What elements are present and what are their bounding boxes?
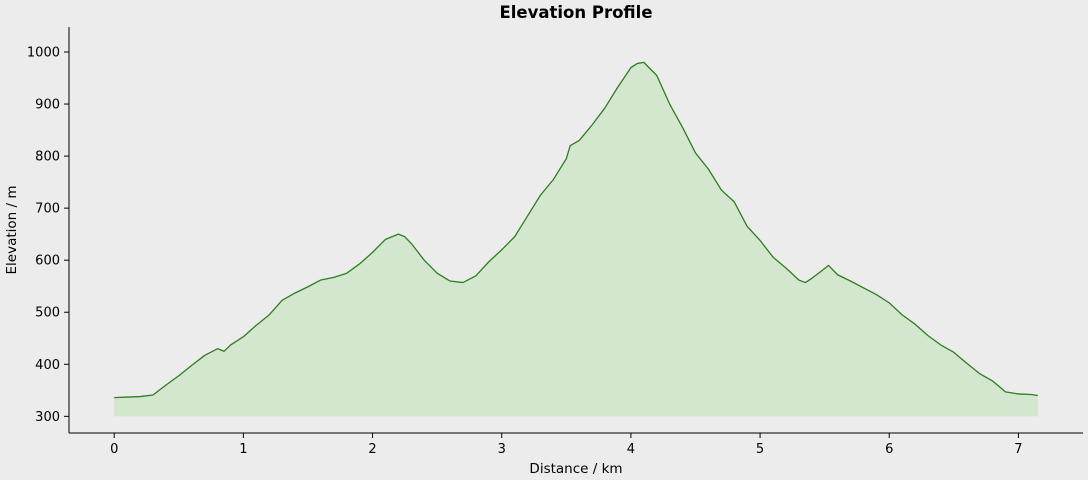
x-tick-label: 1	[239, 442, 247, 457]
ticks: 0 1 2 3 4 5 6 7 300 400 500 600 700 800 900 1000	[27, 45, 1023, 457]
y-axis-title: Elevation / m	[4, 186, 20, 275]
plot-area	[114, 61, 1038, 417]
x-tick-label: 7	[1014, 442, 1022, 457]
x-tick-label: 6	[885, 442, 893, 457]
y-tick-label: 1000	[27, 45, 60, 60]
elevation-line	[114, 61, 1038, 399]
y-tick-label: 800	[35, 150, 60, 165]
x-tick-label: 4	[627, 442, 635, 457]
elevation-area-fill	[114, 62, 1038, 417]
x-axis-title: Distance / km	[529, 461, 622, 477]
y-tick-label: 400	[35, 358, 60, 373]
chart-title: Elevation Profile	[499, 3, 652, 22]
x-tick-label: 3	[498, 442, 506, 457]
x-tick-label: 0	[110, 442, 118, 457]
x-tick-label: 5	[756, 442, 764, 457]
y-tick-label: 900	[35, 98, 60, 113]
y-tick-label: 700	[35, 202, 60, 217]
y-tick-label: 300	[35, 410, 60, 425]
axes	[68, 27, 1083, 434]
y-tick-label: 500	[35, 306, 60, 321]
y-tick-label: 600	[35, 254, 60, 269]
x-tick-label: 2	[368, 442, 376, 457]
